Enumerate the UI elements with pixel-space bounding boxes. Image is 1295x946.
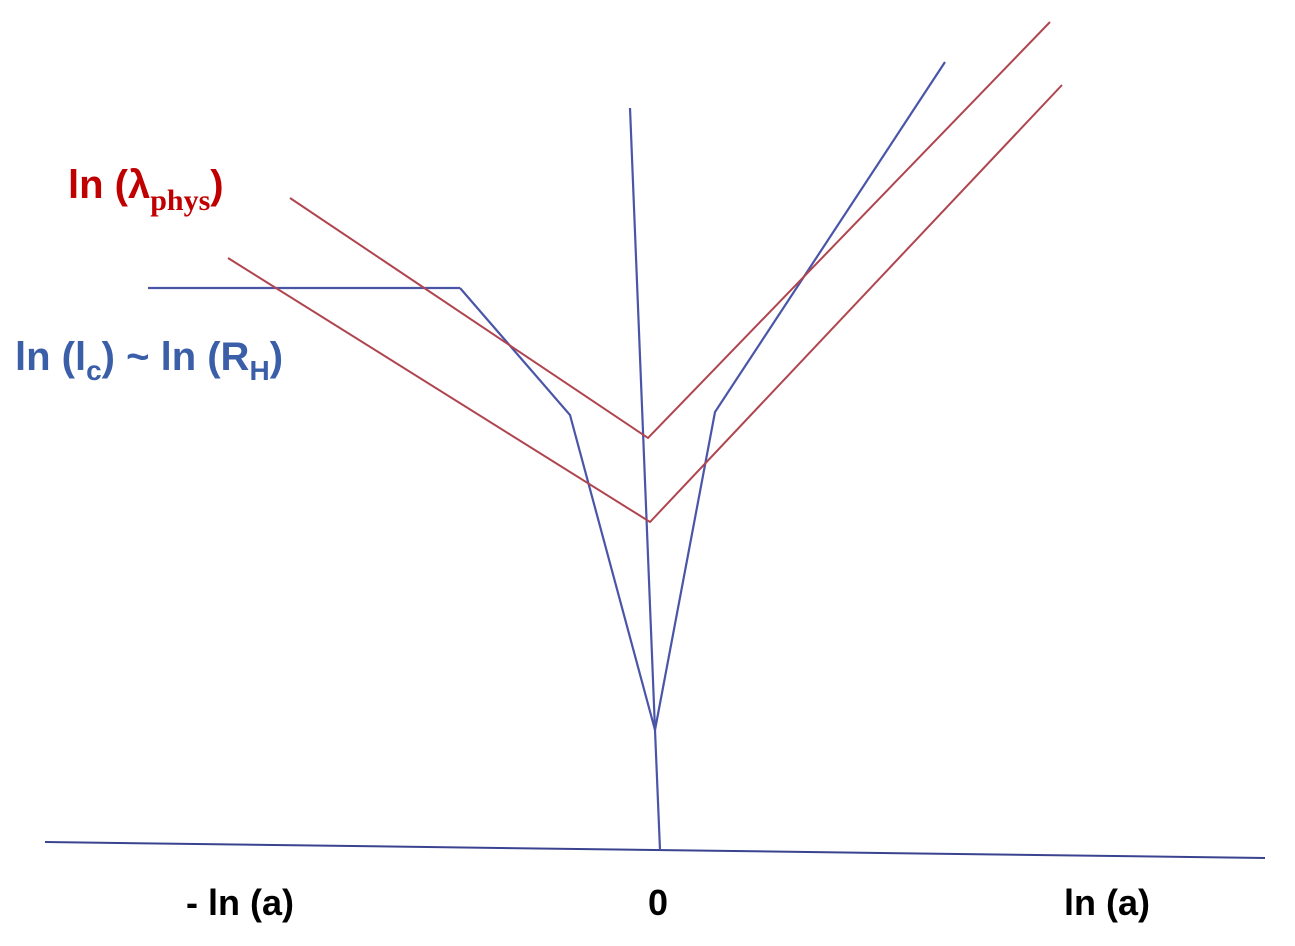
red-lower-curve bbox=[227, 84, 1063, 524]
x-axis-label: - ln (a) bbox=[186, 882, 294, 923]
lambda-label: ln (λphys) bbox=[68, 163, 224, 217]
red-upper-curve bbox=[289, 21, 1051, 440]
x-axis bbox=[44, 841, 1266, 859]
blue-right-curve bbox=[653, 61, 946, 731]
blue-left-curve bbox=[459, 287, 657, 731]
x-axis-label: ln (a) bbox=[1064, 882, 1150, 923]
current-label: ln (lc) ~ ln (RH) bbox=[15, 335, 283, 386]
x-axis-label: 0 bbox=[648, 882, 668, 923]
blue-center-line bbox=[628, 107, 662, 851]
